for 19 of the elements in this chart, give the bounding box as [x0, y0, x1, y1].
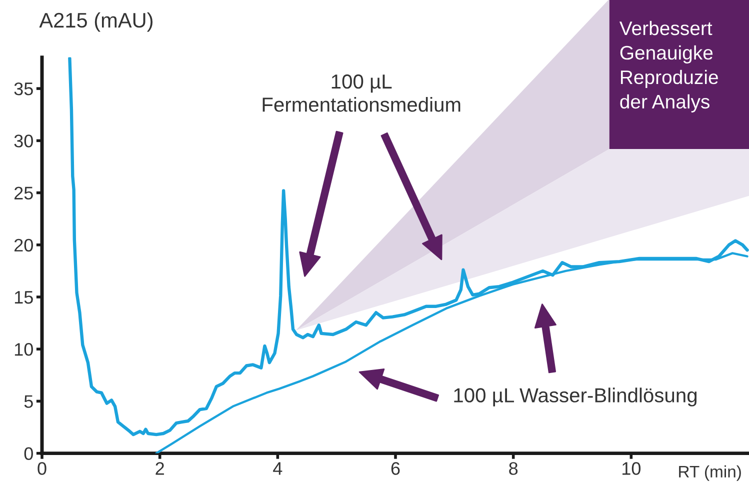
x-tick-label: 8 — [509, 462, 518, 475]
y-tick-label: 5 — [24, 395, 33, 408]
x-tick-label: 6 — [391, 462, 400, 475]
annotation: 100 µL Fermentationsmedium — [262, 74, 460, 112]
annotation: Verbessert Genauigke Reproduzie der Analys — [619, 20, 718, 112]
x-tick-label: 4 — [273, 462, 282, 475]
y-axis-title: A215 (mAU) — [39, 12, 152, 32]
x-tick-label: 10 — [622, 462, 641, 475]
y-tick-label: 15 — [14, 291, 33, 304]
y-tick-label: 20 — [14, 238, 33, 252]
x-tick-label: 2 — [156, 462, 164, 475]
annotation: 100 µL Wasser-Blindlösung — [454, 388, 697, 406]
y-tick-label: 35 — [14, 82, 33, 96]
y-tick-label: 0 — [24, 447, 33, 460]
x-tick-label: 0 — [38, 462, 46, 475]
x-axis-title: RT (min) — [679, 465, 741, 481]
y-tick-label: 10 — [14, 343, 33, 356]
y-tick-label: 25 — [14, 186, 33, 200]
y-tick-label: 30 — [14, 134, 33, 148]
